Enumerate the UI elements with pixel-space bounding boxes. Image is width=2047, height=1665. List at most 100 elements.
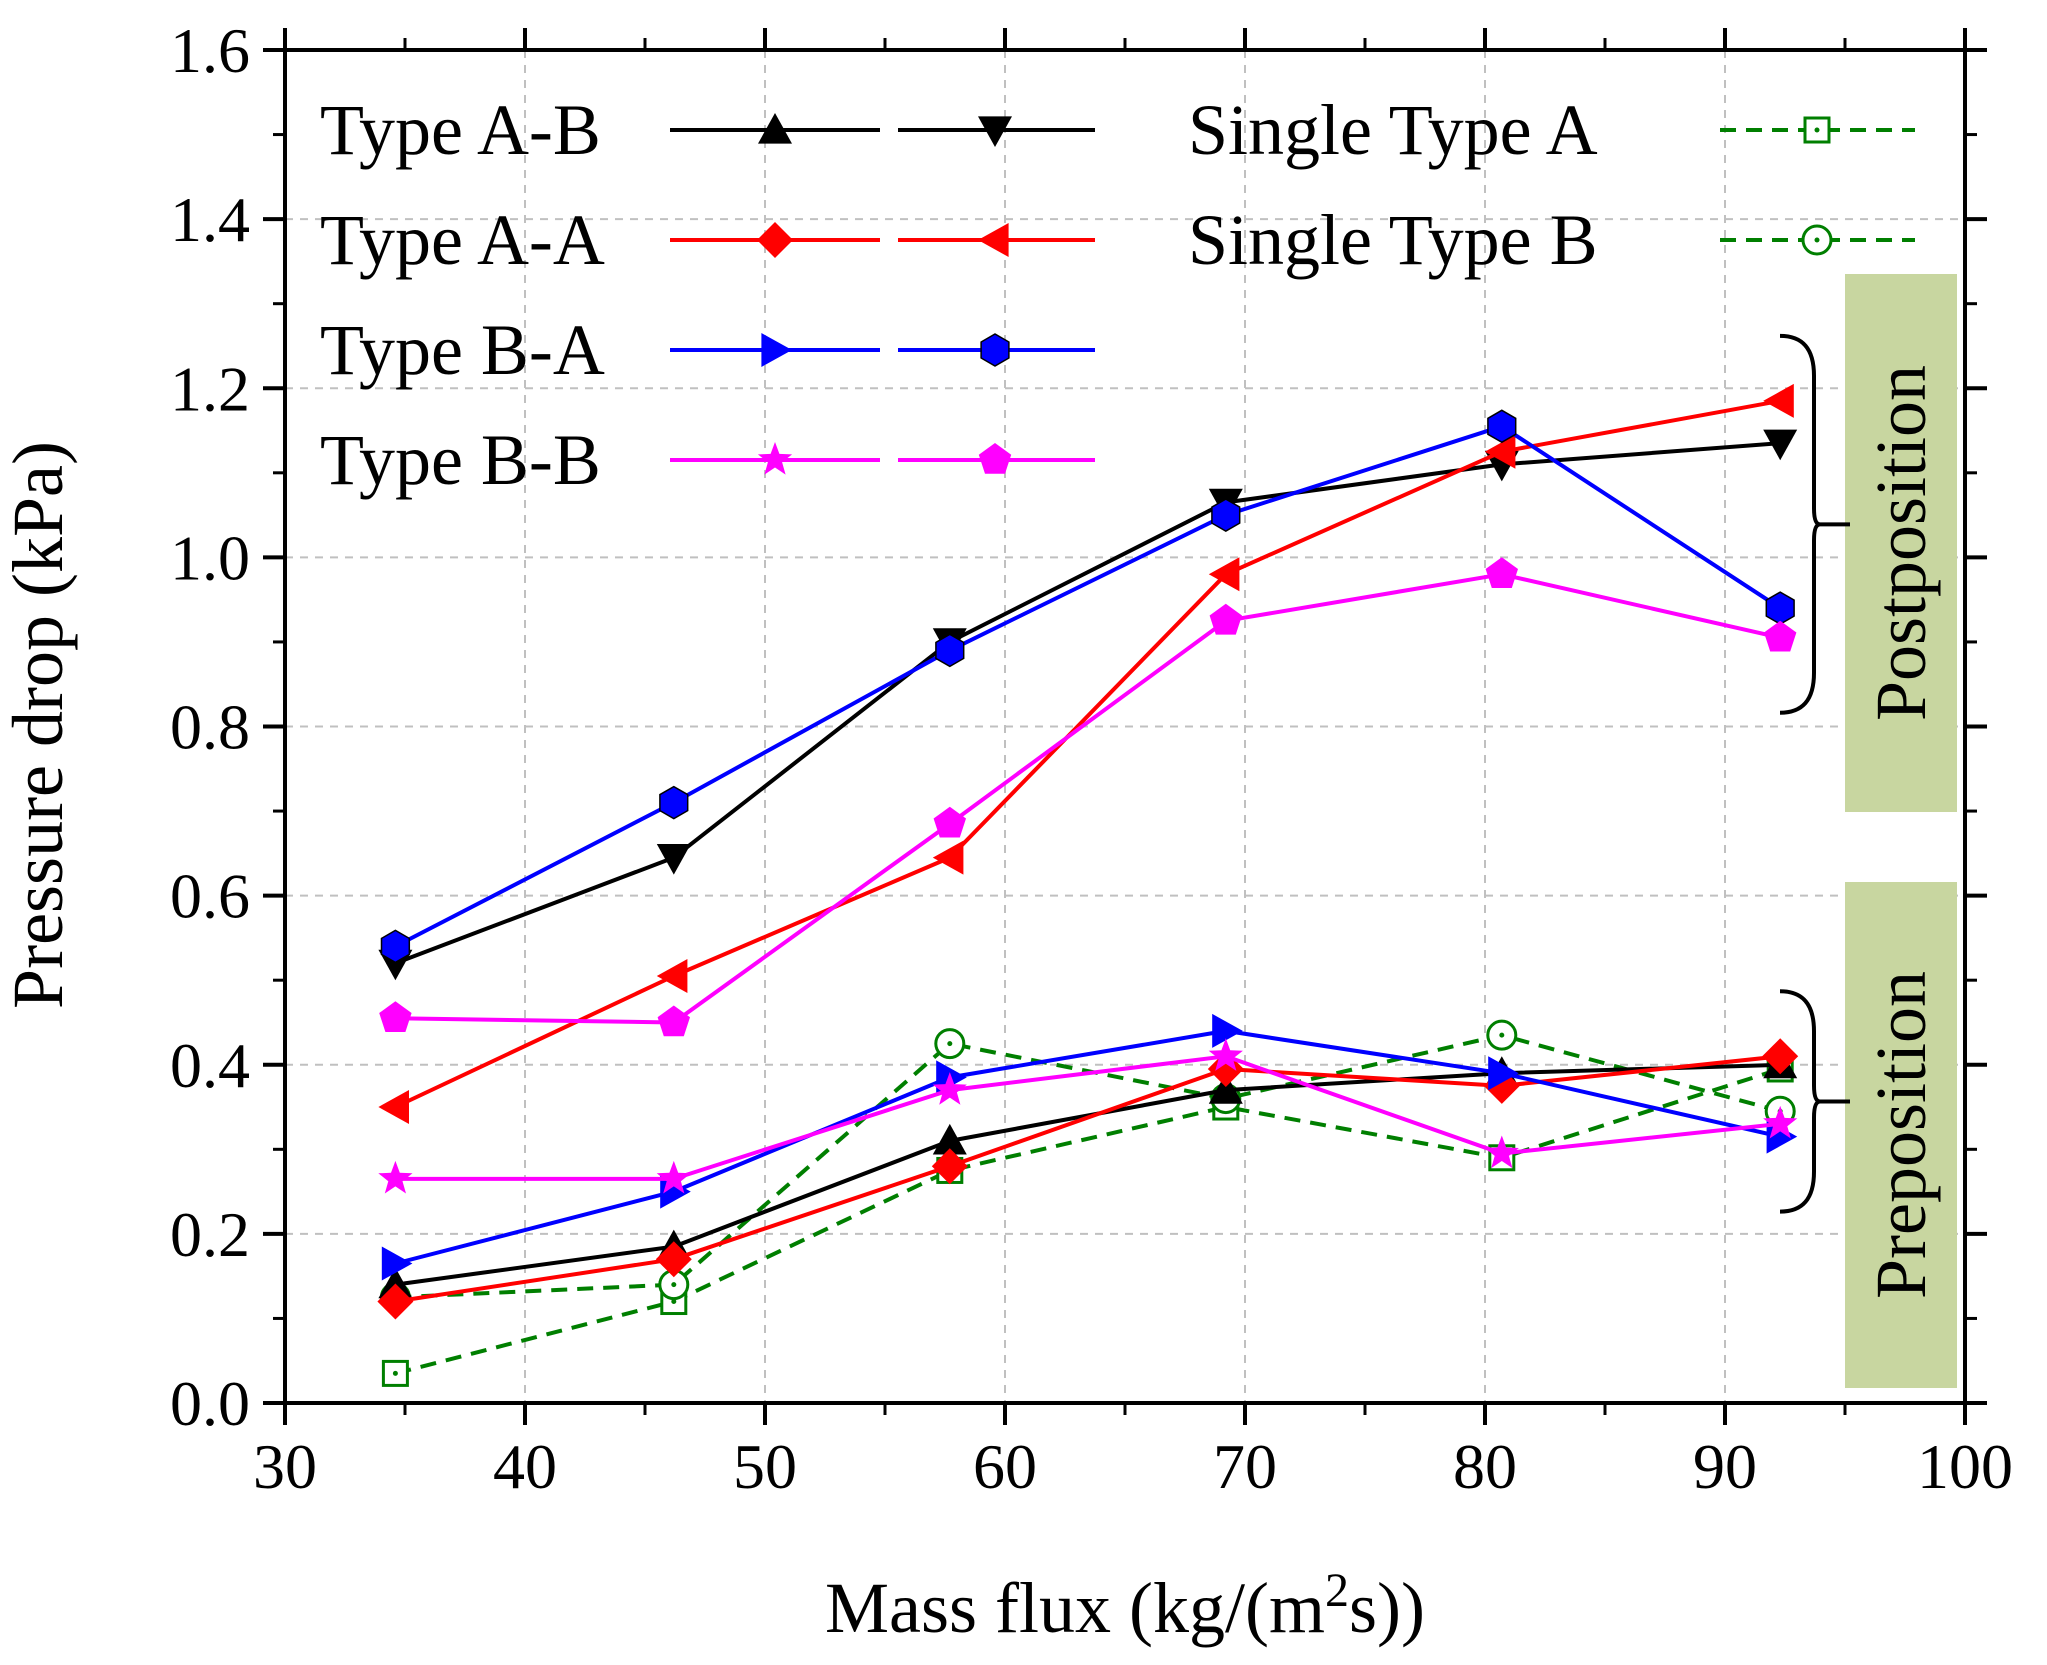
data-point-type-a-a-postposition-0	[378, 1090, 409, 1124]
series-line-single-type-b	[395, 1033, 1781, 1300]
legend-marker-diamond	[757, 222, 793, 258]
y-tick-label-0.6: 0.6	[170, 861, 250, 932]
series-line-type-a-a-postposition	[394, 398, 1781, 1109]
series-line-type-b-a-preposition	[394, 1028, 1781, 1266]
x-tick-label-50: 50	[733, 1431, 797, 1502]
series-line-type-a-b-postposition	[394, 441, 1781, 966]
x-tick-label-100: 100	[1917, 1431, 2013, 1502]
data-point-type-b-b-preposition-0	[378, 1160, 413, 1194]
data-point-type-a-a-preposition-1	[655, 1241, 692, 1278]
series-type-a-b-postposition	[378, 429, 1798, 981]
data-point-type-b-a-postposition-1	[659, 785, 689, 820]
data-point-single-type-b-4	[1486, 1019, 1518, 1051]
data-point-type-a-b-postposition-5	[1763, 429, 1798, 461]
legend: Type A-B Type A-A Type B-A Type B-B Single T…	[320, 90, 1915, 500]
x-tick-label-30: 30	[253, 1431, 317, 1502]
data-point-single-type-a-0	[381, 1359, 409, 1387]
axes: 30 40 50 60 70 80 90 100 0.0 0.2 0.4 0.6 0.8 1.0 1.2 1.…	[170, 15, 2013, 1502]
data-point-type-b-a-preposition-4	[1488, 1056, 1519, 1091]
series-type-b-a-preposition	[381, 1013, 1798, 1281]
series-line-single-type-a	[394, 1067, 1781, 1376]
data-point-type-b-a-postposition-5	[1765, 591, 1795, 625]
series-type-b-b-preposition	[378, 1038, 1798, 1194]
legend-marker-triangle-left	[978, 223, 1009, 257]
series-type-a-b-preposition	[378, 1047, 1798, 1299]
y-tick-label-0.2: 0.2	[170, 1199, 250, 1270]
series-type-b-b-postposition	[379, 557, 1797, 1037]
y-tick-label-0.4: 0.4	[170, 1030, 250, 1101]
x-axis-title-sup: 2	[1325, 1564, 1349, 1617]
y-axis-title: Pressure drop (kPa)	[0, 441, 78, 1009]
data-point-type-b-a-postposition-3	[1211, 498, 1241, 532]
data-point-type-b-b-preposition-5	[1763, 1105, 1798, 1139]
legend-marker-circle-dot	[1801, 224, 1833, 256]
data-point-type-a-b-preposition-3	[1208, 1073, 1243, 1104]
legend-label-type-b-b: Type B-B	[320, 420, 601, 500]
legend-label-type-b-a: Type B-A	[320, 310, 605, 390]
data-point-type-a-a-postposition-1	[656, 959, 688, 993]
x-axis-title-main: Mass flux (kg/(m	[825, 1568, 1325, 1648]
data-point-type-a-a-preposition-2	[931, 1148, 968, 1185]
marker-dot	[1499, 1032, 1505, 1038]
x-axis-title-tail: s))	[1349, 1568, 1425, 1648]
legend-entry-type-b-b: Type B-B	[320, 420, 1095, 500]
legend-label-type-a-b: Type A-B	[320, 90, 601, 170]
legend-marker-triangle-up	[758, 113, 792, 144]
grid-lines	[285, 50, 1965, 1403]
legend-marker-triangle-right	[761, 333, 792, 367]
annotation-preposition: Preposition	[1779, 882, 1957, 1388]
legend-entry-type-a-b: Type A-B	[320, 90, 1095, 170]
x-axis-title: Mass flux (kg/(m2s))	[825, 1564, 1425, 1648]
data-point-type-b-a-preposition-3	[1212, 1013, 1243, 1048]
data-point-type-b-b-postposition-0	[379, 1001, 412, 1032]
data-point-type-a-a-preposition-5	[1762, 1038, 1799, 1075]
annotations: Postposition Preposition	[1779, 274, 1957, 1388]
data-point-type-a-a-postposition-5	[1763, 383, 1794, 418]
legend-label-single-type-a: Single Type A	[1188, 90, 1598, 170]
marker-dot	[1814, 127, 1820, 133]
legend-label-type-a-a: Type A-A	[320, 200, 605, 280]
data-point-type-b-b-postposition-4	[1485, 557, 1518, 588]
series-type-b-a-postposition	[380, 409, 1795, 964]
y-tick-label-0.8: 0.8	[170, 692, 250, 763]
legend-marker-triangle-down	[978, 116, 1012, 147]
series-layer	[377, 383, 1799, 1387]
annotation-box-preposition	[1845, 882, 1957, 1388]
data-point-type-a-a-postposition-2	[932, 840, 964, 875]
data-point-type-b-b-postposition-3	[1209, 603, 1242, 635]
data-point-type-b-a-postposition-4	[1487, 409, 1517, 444]
legend-marker-square-dot	[1803, 116, 1831, 144]
data-point-type-b-a-preposition-0	[381, 1246, 413, 1281]
marker-dot	[947, 1041, 953, 1047]
data-point-type-b-b-postposition-1	[657, 1005, 690, 1037]
series-type-a-a-preposition	[377, 1038, 1799, 1320]
x-tick-label-60: 60	[973, 1431, 1037, 1502]
y-tick-label-1.6: 1.6	[170, 15, 250, 86]
data-point-type-a-a-postposition-4	[1484, 434, 1516, 469]
legend-marker-pentagon	[978, 443, 1012, 474]
series-line-type-b-a-postposition	[394, 424, 1782, 949]
data-point-type-b-b-preposition-3	[1208, 1038, 1243, 1071]
data-point-type-b-b-postposition-2	[933, 806, 966, 838]
legend-label-single-type-b: Single Type B	[1188, 200, 1598, 280]
data-point-type-a-b-preposition-0	[378, 1267, 413, 1299]
data-point-single-type-b-2	[934, 1028, 966, 1060]
y-tick-label-0.0: 0.0	[170, 1368, 250, 1439]
marker-dot	[671, 1282, 677, 1288]
series-line-type-b-b-postposition	[395, 572, 1781, 1025]
marker-dot	[1814, 237, 1820, 243]
annotation-box-postposition	[1845, 274, 1957, 812]
data-point-type-b-b-postposition-5	[1764, 620, 1797, 652]
data-point-type-b-a-postposition-0	[380, 929, 411, 964]
marker-dot	[671, 1299, 677, 1305]
legend-entry-single-type-b: Single Type B	[1188, 200, 1915, 280]
data-point-type-a-b-preposition-2	[932, 1123, 967, 1155]
legend-entry-type-a-a: Type A-A	[320, 200, 1095, 280]
legend-marker-star	[757, 442, 793, 475]
y-tick-label-1.0: 1.0	[170, 522, 250, 593]
legend-entry-type-b-a: Type B-A	[320, 310, 1095, 390]
x-tick-label-90: 90	[1693, 1431, 1757, 1502]
legend-marker-hexagon	[980, 333, 1010, 367]
legend-entry-single-type-a: Single Type A	[1188, 90, 1915, 170]
